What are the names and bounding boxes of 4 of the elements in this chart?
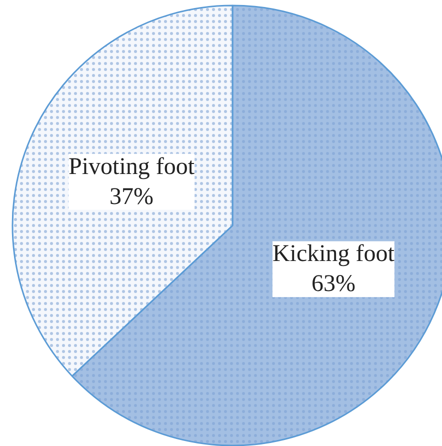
slice-label: Pivoting foot (68, 154, 195, 180)
data-label: 63% (311, 271, 356, 298)
data-label: 37% (110, 184, 154, 210)
slice-label: Kicking foot (272, 241, 395, 268)
